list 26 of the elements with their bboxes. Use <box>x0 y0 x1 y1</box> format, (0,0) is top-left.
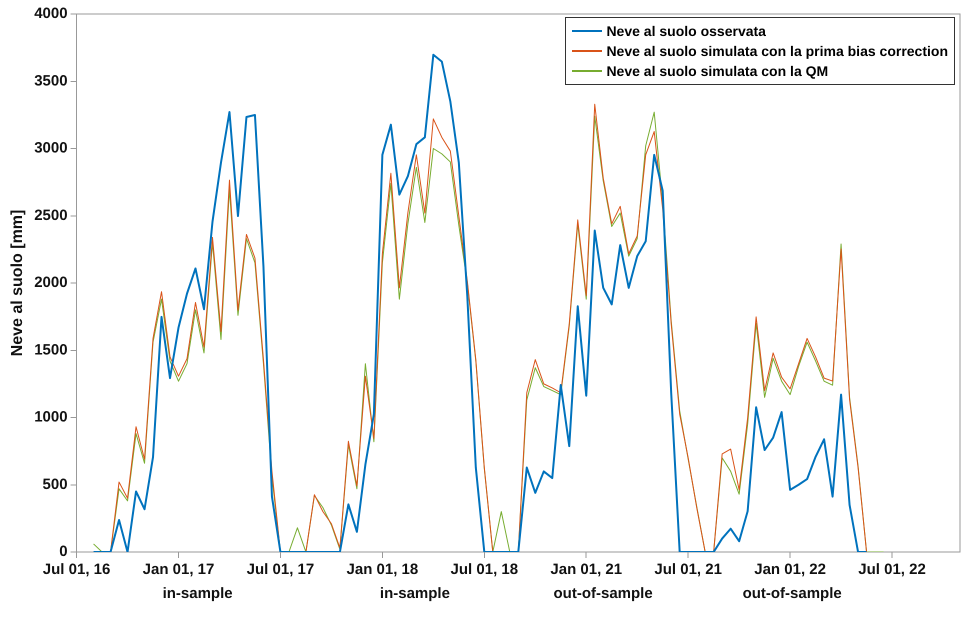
text: in-sample <box>380 585 450 602</box>
y-tick-label: 0 <box>59 543 68 560</box>
x-tick-label: Jul 01, 18 <box>450 561 518 578</box>
x-tick-label: Jul 01, 22 <box>858 561 926 578</box>
legend-label: Neve al suolo osservata <box>606 22 766 41</box>
x-tick-label: Jan 01, 22 <box>754 561 826 578</box>
y-axis-title: Neve al suolo [mm] <box>9 210 26 356</box>
text: out-of-sample <box>554 585 653 602</box>
text: in-sample <box>162 585 233 602</box>
y-tick-label: 3500 <box>34 72 68 90</box>
y-tick-label: 2500 <box>34 206 68 224</box>
y-tick-label: 4000 <box>34 5 68 22</box>
x-tick-label: Jul 01, 16 <box>42 561 110 578</box>
y-tick-label: 2000 <box>34 274 68 292</box>
x-tick-label: Jan 01, 17 <box>142 561 214 578</box>
y-tick-label: 1500 <box>34 341 68 358</box>
legend-label: Neve al suolo simulata con la prima bias correction <box>606 42 948 61</box>
x-tick-label: Jan 01, 21 <box>550 561 622 578</box>
x-tick-label: Jul 01, 21 <box>654 561 722 578</box>
x-tick-label: Jul 01, 17 <box>246 561 314 578</box>
y-tick-label: 500 <box>42 476 68 493</box>
x-tick-label: Jan 01, 18 <box>346 561 418 578</box>
y-tick-label: 3000 <box>34 140 68 157</box>
y-tick-label: 1000 <box>34 408 68 426</box>
text: out-of-sample <box>742 585 842 602</box>
legend-label: Neve al suolo simulata con la QM <box>606 62 828 81</box>
